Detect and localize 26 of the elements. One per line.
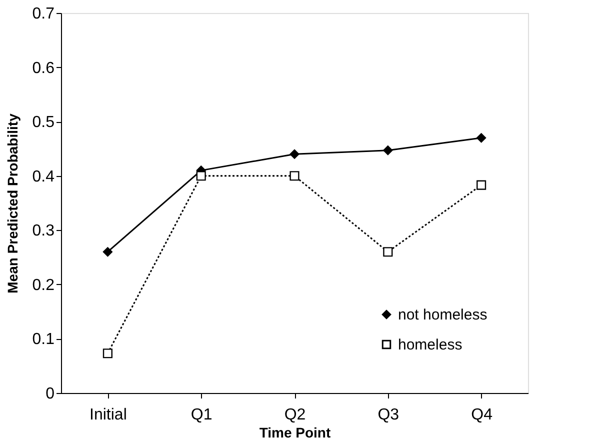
x-tick-label: Q3 [378,406,400,424]
point [383,146,393,156]
x-tick-label: Q1 [190,406,212,424]
y-tick-label: 0.4 [32,168,55,186]
legend-label: homeless [398,336,462,354]
x-tick-label: Q4 [471,406,493,424]
y-tick-label: 0.7 [32,6,55,22]
x-tick-label: Q2 [284,406,306,424]
y-tick-label: 0.2 [32,276,55,294]
x-tick-label: Initial [90,406,127,424]
y-axis-title: Mean Predicted Probability [4,113,20,294]
point [476,180,486,190]
y-tick-label: 0 [46,386,55,402]
point [102,348,112,358]
point [196,171,206,181]
y-tick-label: 0.6 [32,60,55,77]
point [290,149,300,159]
point [102,247,112,257]
point [476,133,486,143]
x-axis-title: Time Point [259,424,331,440]
y-tick-label: 0.1 [32,331,55,348]
point [383,247,393,257]
point [290,171,300,181]
y-tick-label: 0.3 [32,222,55,240]
legend-label: not homeless [398,306,488,324]
y-tick-label: 0.5 [32,114,55,132]
